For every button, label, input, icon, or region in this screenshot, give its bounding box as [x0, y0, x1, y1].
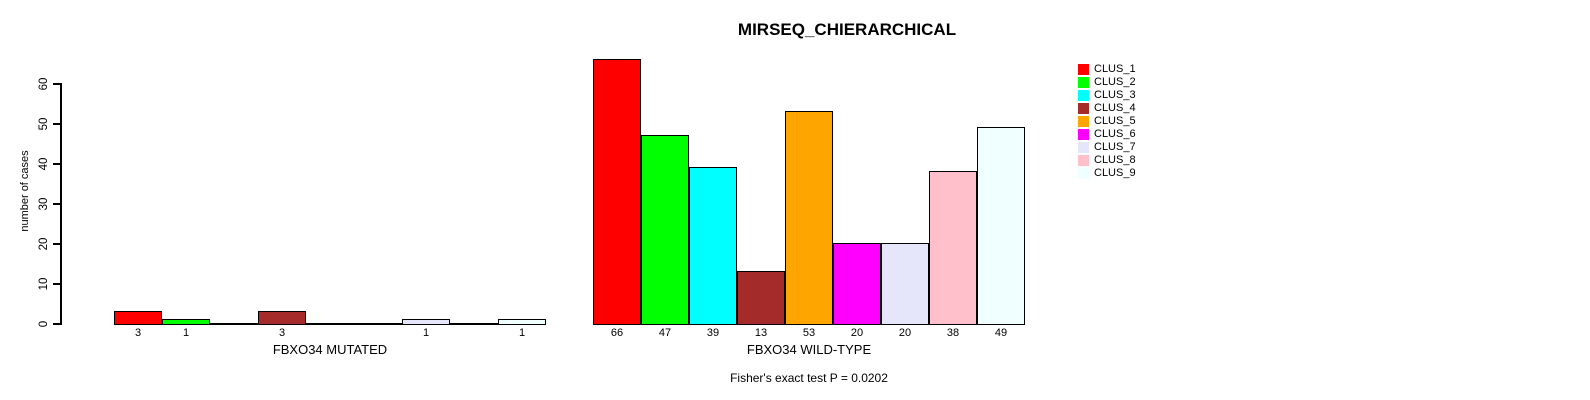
legend-color-swatch	[1078, 129, 1089, 140]
bar-value-label: 13	[754, 327, 768, 339]
bar-clus_5	[785, 111, 833, 325]
bar-value-label: 53	[802, 327, 816, 339]
legend-item: CLUS_3	[1078, 90, 1136, 101]
bar-clus_4	[737, 271, 785, 325]
legend-color-swatch	[1078, 77, 1089, 88]
bar-value-label: 1	[422, 327, 430, 339]
y-tick-mark	[53, 83, 60, 85]
legend-item-label: CLUS_4	[1094, 102, 1136, 114]
bar-clus_1	[114, 311, 162, 325]
legend-item: CLUS_6	[1078, 129, 1136, 140]
legend-color-swatch	[1078, 116, 1089, 127]
legend-item-label: CLUS_8	[1094, 154, 1136, 166]
legend-item: CLUS_7	[1078, 142, 1136, 153]
legend-item: CLUS_2	[1078, 77, 1136, 88]
bar-clus_8	[929, 171, 977, 325]
y-tick-mark	[53, 163, 60, 165]
bar-value-label: 20	[898, 327, 912, 339]
bar-value-label: 20	[850, 327, 864, 339]
y-tick-mark	[53, 123, 60, 125]
legend-item-label: CLUS_2	[1094, 76, 1136, 88]
y-tick-mark	[53, 323, 60, 325]
legend-item: CLUS_8	[1078, 155, 1136, 166]
bar-value-label: 3	[278, 327, 286, 339]
bar-clus_2	[162, 319, 210, 325]
bar-value-label: 66	[610, 327, 624, 339]
bar-clus_7	[402, 319, 450, 325]
y-tick-mark	[53, 283, 60, 285]
fisher-test-annotation: Fisher's exact test P = 0.0202	[730, 371, 888, 385]
legend-color-swatch	[1078, 168, 1089, 179]
bar-value-label: 49	[994, 327, 1008, 339]
bar-clus_6	[833, 243, 881, 325]
bar-clus_9	[977, 127, 1025, 325]
bar-clus_7	[881, 243, 929, 325]
bar-clus_3	[689, 167, 737, 325]
legend-item-label: CLUS_3	[1094, 89, 1136, 101]
y-axis-line	[60, 83, 62, 325]
chart-title: MIRSEQ_CHIERARCHICAL	[737, 20, 957, 39]
x-axis-label-mutated: FBXO34 MUTATED	[272, 342, 388, 357]
legend-item-label: CLUS_9	[1094, 167, 1136, 179]
bar-value-label: 38	[946, 327, 960, 339]
bar-clus_1	[593, 59, 641, 325]
y-tick-mark	[53, 203, 60, 205]
x-axis-baseline	[114, 323, 546, 325]
legend-color-swatch	[1078, 155, 1089, 166]
legend-color-swatch	[1078, 64, 1089, 75]
legend-item: CLUS_1	[1078, 64, 1136, 75]
legend-item-label: CLUS_5	[1094, 115, 1136, 127]
bar-clus_4	[258, 311, 306, 325]
bar-value-label: 47	[658, 327, 672, 339]
bar-value-label: 1	[182, 327, 190, 339]
legend-item: CLUS_4	[1078, 103, 1136, 114]
legend-item-label: CLUS_1	[1094, 63, 1136, 75]
bar-clus_2	[641, 135, 689, 325]
bar-value-label: 1	[518, 327, 526, 339]
legend-item: CLUS_5	[1078, 116, 1136, 127]
x-axis-label-wildtype: FBXO34 WILD-TYPE	[746, 342, 872, 357]
legend-item-label: CLUS_7	[1094, 141, 1136, 153]
legend-item-label: CLUS_6	[1094, 128, 1136, 140]
bar-value-label: 3	[134, 327, 142, 339]
legend-color-swatch	[1078, 90, 1089, 101]
y-tick-mark	[53, 243, 60, 245]
bar-value-label: 39	[706, 327, 720, 339]
legend-color-swatch	[1078, 142, 1089, 153]
legend-item: CLUS_9	[1078, 168, 1136, 179]
bar-clus_9	[498, 319, 546, 325]
legend-color-swatch	[1078, 103, 1089, 114]
